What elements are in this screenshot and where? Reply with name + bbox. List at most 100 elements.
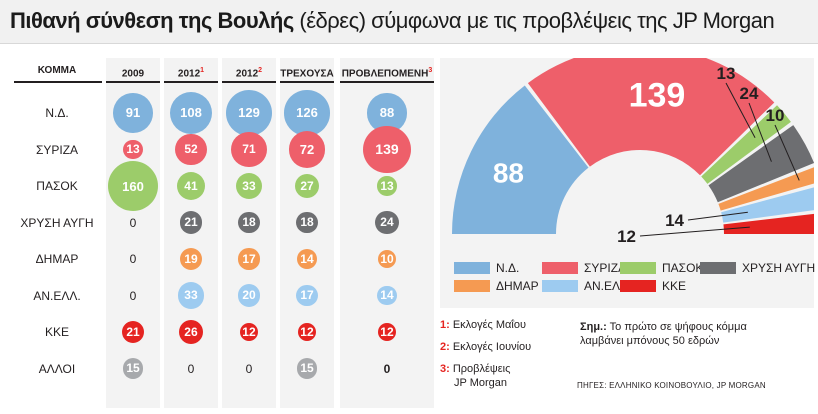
legend-label: ΚΚΕ — [662, 279, 687, 293]
header-2009: 2009 — [121, 68, 145, 80]
row-label: ΧΡΥΣΗ ΑΥΓΗ — [20, 215, 94, 230]
footnote-2: 2: Εκλογές Ιουνίου — [440, 341, 532, 353]
seat-bubble-2012-2: 17 — [238, 248, 260, 270]
seat-bubble-2012-1: 41 — [176, 171, 206, 201]
legend-label: ΔΗΜΑΡ — [496, 279, 539, 293]
legend-label: ΑΝ.ΕΛΛ. — [584, 279, 632, 293]
legend-swatch — [542, 280, 578, 292]
seat-bubble-2012-2: 71 — [231, 131, 267, 168]
header-current: ΤΡΕΧΟΥΣΑ — [280, 68, 334, 80]
seat-bubble-2009: 160 — [108, 161, 158, 211]
leader-line — [748, 102, 772, 162]
title-light: (έδρες) σύμφωνα με τις προβλέψεις της JP… — [293, 8, 775, 33]
chart-value-label: 10 — [766, 106, 785, 125]
cell-zero-2009: 0 — [129, 288, 137, 303]
chart-segment — [718, 167, 814, 211]
seat-bubble-2012-1: 108 — [169, 91, 213, 135]
seat-bubble-current: 17 — [296, 284, 318, 307]
row-label: ΣΥΡΙΖΑ — [35, 142, 79, 157]
seat-bubble-current: 14 — [297, 249, 317, 269]
seat-bubble-projected: 14 — [377, 285, 397, 306]
seat-bubble-projected: 10 — [378, 250, 396, 268]
remark-note: Σημ.: Το πρώτο σε ψήφους κόμμα λαμβάνει … — [580, 321, 747, 347]
legend-label: Ν.Δ. — [496, 261, 520, 275]
row-label: ΔΗΜΑΡ — [35, 252, 79, 266]
leader-line — [687, 211, 748, 221]
legend-label: ΠΑΣΟΚ — [662, 261, 704, 275]
seat-bubble-2009: 91 — [113, 93, 153, 133]
chart-value-label: 88 — [493, 158, 524, 189]
chart-segment — [708, 125, 814, 203]
chart-segment — [527, 58, 775, 176]
chart-panel: 88 139 13 24 10 14 12 Ν.Δ. ΣΥΡΙΖΑ ΠΑΣΟΚ ΧΡΥΣΗ ΑΥΓ… — [440, 58, 816, 308]
title-bold: Πιθανή σύνθεση της Βουλής — [10, 8, 294, 33]
header-rule-2012-1 — [164, 81, 218, 83]
legend-swatch — [700, 262, 736, 274]
cell-zero-2012-1: 0 — [187, 361, 195, 376]
header-rule-projected — [340, 81, 434, 83]
chart-value-label: 13 — [717, 64, 736, 83]
leader-line — [774, 124, 800, 181]
seat-bubble-2012-2: 12 — [239, 322, 259, 342]
seat-bubble-current: 126 — [284, 90, 330, 136]
legend-label: ΧΡΥΣΗ ΑΥΓΗ — [742, 261, 816, 275]
seat-bubble-current: 27 — [294, 173, 320, 199]
header-rule-party — [14, 81, 102, 83]
legend-swatch — [454, 280, 490, 292]
seat-bubble-current: 18 — [296, 211, 318, 234]
seat-bubble-projected: 139 — [363, 125, 411, 174]
footnote-1: 1: Εκλογές Μαΐου — [440, 319, 526, 331]
chart-value-label: 139 — [629, 76, 686, 114]
seat-bubble-projected: 13 — [377, 176, 397, 196]
chart-value-label: 14 — [665, 211, 684, 230]
cell-zero-2012-2: 0 — [245, 361, 253, 376]
footnote-3: 3: Προβλέψεις JP Morgan — [440, 363, 511, 389]
seat-bubble-projected: 12 — [377, 322, 397, 342]
row-label: ΚΚΕ — [44, 325, 69, 339]
chart-segment — [452, 85, 589, 234]
header-2012-1: 20121 — [177, 67, 205, 80]
chart-value-label: 12 — [617, 227, 636, 246]
chart-value-label: 24 — [740, 84, 759, 103]
seat-bubble-2009: 21 — [121, 320, 145, 344]
legend-swatch — [542, 262, 578, 274]
seat-bubble-2009: 15 — [122, 358, 144, 379]
row-label: ΠΑΣΟΚ — [36, 179, 78, 193]
cell-zero-2009: 0 — [129, 215, 137, 230]
row-label: ΑΝ.ΕΛΛ. — [33, 288, 81, 303]
source-credit: ΠΗΓΕΣ: ΕΛΛΗΝΙΚΟ ΚΟΙΝΟΒΟΥΛΙΟ, JP MORGAN — [577, 381, 766, 390]
seat-bubble-2012-1: 19 — [179, 247, 202, 270]
header-party: ΚΟΜΜΑ — [37, 65, 77, 76]
seat-bubble-2009: 13 — [123, 139, 143, 160]
header-2012-2: 20122 — [235, 67, 263, 80]
chart-segment — [701, 105, 791, 184]
leader-line — [639, 226, 750, 237]
row-label: ΑΛΛΟΙ — [38, 361, 76, 376]
header-rule-2012-2 — [222, 81, 276, 83]
legend-swatch — [620, 280, 656, 292]
seat-bubble-2012-2: 33 — [235, 172, 263, 200]
cell-zero-2009: 0 — [129, 252, 137, 266]
seat-bubble-2012-1: 52 — [175, 133, 207, 166]
seat-bubble-projected: 24 — [375, 210, 399, 235]
header-rule-2009 — [106, 81, 160, 83]
header-rule-current — [280, 81, 334, 83]
seat-bubble-2012-2: 20 — [237, 284, 261, 307]
seat-bubble-2012-2: 18 — [238, 211, 260, 234]
chart-segment — [723, 213, 814, 234]
seat-bubble-2012-1: 26 — [178, 319, 204, 345]
seat-bubble-2012-1: 21 — [179, 211, 203, 234]
header-projected: ΠΡΟΒΛΕΠΟΜΕΝΗ3 — [341, 67, 433, 80]
seat-bubble-2012-2: 129 — [226, 90, 272, 136]
cell-zero-projected: 0 — [383, 361, 391, 376]
page-title: Πιθανή σύνθεση της Βουλής (έδρες) σύμφων… — [10, 6, 775, 36]
seat-bubble-current: 12 — [297, 322, 317, 342]
legend-swatch — [620, 262, 656, 274]
legend-label: ΣΥΡΙΖΑ — [584, 261, 627, 275]
title-bar: Πιθανή σύνθεση της Βουλής (έδρες) σύμφων… — [0, 0, 818, 44]
chart-segment — [721, 187, 814, 223]
seat-bubble-current: 72 — [288, 131, 326, 168]
legend-swatch — [454, 262, 490, 274]
seat-bubble-current: 15 — [296, 358, 318, 379]
